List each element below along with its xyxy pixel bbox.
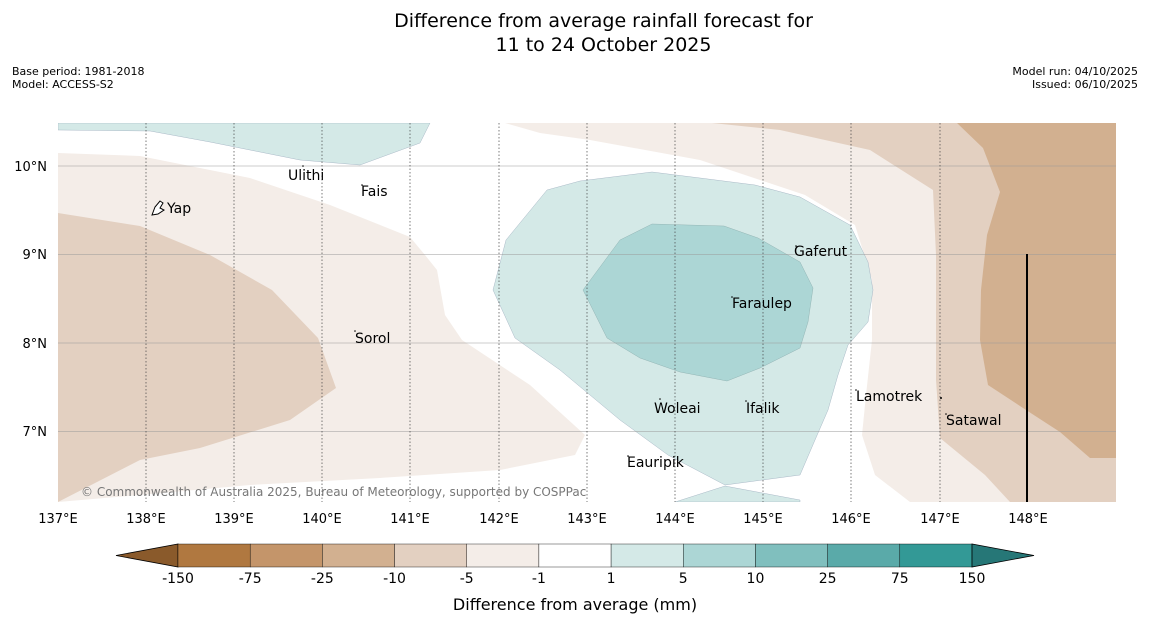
colorbar-extend-high — [971, 543, 1035, 568]
colorbar-extend-low — [115, 543, 179, 568]
place-yap: Yap — [166, 201, 191, 217]
copyright-text: © Commonwealth of Australia 2025, Bureau… — [81, 485, 586, 499]
contour-central-teal-medium — [582, 223, 814, 382]
place-sorol: Sorol — [355, 331, 390, 347]
lon-label-137: 137°E — [38, 512, 78, 527]
model-run: Model run: 04/10/2025 — [1012, 65, 1138, 78]
place-lamotrek: Lamotrek — [856, 389, 923, 405]
title-line-1: Difference from average rainfall forecas… — [394, 10, 813, 32]
colorbar-tick-label: 75 — [891, 571, 909, 587]
model-name: Model: ACCESS-S2 — [12, 78, 114, 91]
lon-label-144: 144°E — [655, 512, 695, 527]
contour-north-teal — [58, 123, 431, 166]
colorbar-tick-label: -150 — [162, 571, 194, 587]
colorbar-tick-label: -1 — [532, 571, 546, 587]
colorbar-segment — [683, 543, 756, 568]
colorbar-segment — [899, 543, 973, 568]
chart-title: Difference from average rainfall forecas… — [0, 9, 1150, 57]
lon-label-142: 142°E — [479, 512, 519, 527]
lon-label-141: 141°E — [390, 512, 430, 527]
colorbar-tick-label: 150 — [959, 571, 986, 587]
base-period: Base period: 1981-2018 — [12, 65, 145, 78]
lon-label-138: 138°E — [126, 512, 166, 527]
contour-south-teal — [674, 485, 801, 502]
colorbar-segment — [466, 543, 540, 568]
lon-label-146: 146°E — [831, 512, 871, 527]
place-eauripik: Eauripik — [627, 455, 685, 471]
place-faraulep: Faraulep — [732, 296, 792, 312]
contour-east-dark-brown — [957, 123, 1116, 458]
title-line-2: 11 to 24 October 2025 — [495, 34, 712, 56]
lat-label-9: 9°N — [23, 248, 48, 263]
longitude-gridlines — [145, 123, 941, 502]
place-fais: Fais — [361, 184, 388, 200]
colorbar-segment — [827, 543, 901, 568]
colorbar-ticks: -150 -75 -25 -10 -5 -1 1 5 10 25 75 150 — [162, 571, 985, 587]
colorbar-tick-label: 25 — [819, 571, 837, 587]
atoll-markers — [302, 165, 947, 457]
lon-label-143: 143°E — [567, 512, 607, 527]
lon-label-148: 148°E — [1008, 512, 1048, 527]
colorbar-segment — [249, 543, 323, 568]
colorbar-tick-label: -10 — [383, 571, 406, 587]
lon-label-139: 139°E — [214, 512, 254, 527]
lon-label-145: 145°E — [743, 512, 783, 527]
colorbar: -150 -75 -25 -10 -5 -1 1 5 10 25 75 150 Difference … — [115, 543, 1035, 614]
place-ifalik: Ifalik — [746, 401, 780, 417]
issued-date: Issued: 06/10/2025 — [1031, 78, 1138, 91]
colorbar-segment — [322, 543, 395, 568]
lat-label-8: 8°N — [23, 337, 48, 352]
yap-island — [151, 200, 165, 216]
colorbar-segment — [755, 543, 828, 568]
place-satawal: Satawal — [946, 413, 1001, 429]
map-area: Yap Ulithi Fais Gaferut Faraulep Sorol L… — [58, 123, 1116, 502]
place-ulithi: Ulithi — [288, 168, 324, 184]
contour-west-medium-brown — [58, 213, 336, 502]
colorbar-tick-label: -5 — [460, 571, 474, 587]
place-gaferut: Gaferut — [794, 244, 848, 260]
lon-label-140: 140°E — [302, 512, 342, 527]
lat-label-10: 10°N — [14, 160, 47, 175]
latitude-labels: 10°N 9°N 8°N 7°N — [14, 160, 47, 440]
colorbar-segment — [610, 543, 684, 568]
colorbar-segment — [538, 543, 612, 568]
meta-right: Model run: 04/10/2025 Issued: 06/10/2025 — [1012, 65, 1138, 91]
colorbar-tick-label: 5 — [679, 571, 688, 587]
place-woleai: Woleai — [654, 401, 701, 417]
colorbar-segment — [177, 543, 251, 568]
colorbar-tick-label: -25 — [311, 571, 334, 587]
meta-left: Base period: 1981-2018 Model: ACCESS-S2 — [12, 65, 144, 91]
colorbar-tick-label: 1 — [607, 571, 616, 587]
colorbar-segment — [394, 543, 467, 568]
colorbar-tick-label: 10 — [747, 571, 765, 587]
colorbar-tick-label: -75 — [239, 571, 262, 587]
lat-label-7: 7°N — [23, 425, 48, 440]
lon-label-147: 147°E — [920, 512, 960, 527]
colorbar-title: Difference from average (mm) — [453, 595, 697, 614]
colorbar-segments — [115, 543, 1035, 568]
longitude-labels: 137°E 138°E 139°E 140°E 141°E 142°E 143°… — [38, 512, 1048, 527]
